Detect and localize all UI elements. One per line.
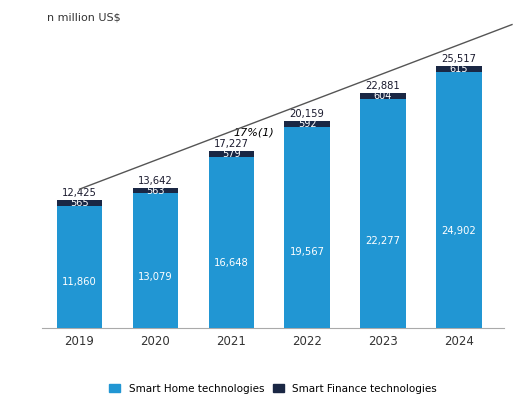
- Text: 579: 579: [222, 149, 241, 159]
- Legend: Smart Home technologies, Smart Finance technologies: Smart Home technologies, Smart Finance t…: [105, 379, 441, 398]
- Bar: [57, 200, 102, 206]
- Text: 13,642: 13,642: [138, 176, 173, 186]
- Bar: [133, 188, 178, 194]
- Bar: [284, 121, 330, 127]
- Text: 25,517: 25,517: [441, 54, 476, 64]
- Bar: [133, 194, 178, 328]
- Text: n million US$: n million US$: [47, 12, 121, 22]
- Text: 20,159: 20,159: [290, 109, 324, 119]
- Text: 565: 565: [70, 198, 89, 208]
- Bar: [436, 72, 482, 328]
- Text: 615: 615: [450, 64, 468, 74]
- Bar: [57, 206, 102, 328]
- Text: 22,881: 22,881: [366, 81, 400, 91]
- Bar: [284, 127, 330, 328]
- Text: 16,648: 16,648: [214, 258, 249, 268]
- Text: 17,227: 17,227: [214, 139, 249, 149]
- Text: 563: 563: [146, 186, 165, 196]
- Text: 17%(1): 17%(1): [233, 128, 275, 138]
- Text: 24,902: 24,902: [441, 226, 476, 236]
- Text: 13,079: 13,079: [138, 272, 173, 282]
- Text: 19,567: 19,567: [290, 246, 324, 256]
- Text: 604: 604: [374, 91, 392, 101]
- Bar: [360, 99, 406, 328]
- Text: 22,277: 22,277: [366, 236, 400, 246]
- Bar: [209, 157, 254, 328]
- Text: 592: 592: [298, 119, 317, 129]
- Bar: [436, 66, 482, 72]
- Text: 12,425: 12,425: [62, 188, 97, 198]
- Bar: [360, 93, 406, 99]
- Bar: [209, 151, 254, 157]
- Text: 11,860: 11,860: [62, 277, 97, 287]
